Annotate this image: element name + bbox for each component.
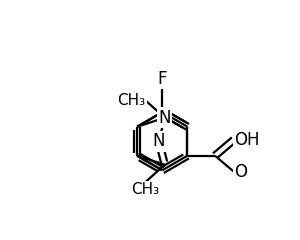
Text: O: O	[234, 163, 247, 181]
Text: N: N	[152, 132, 165, 150]
Text: OH: OH	[234, 131, 260, 149]
Text: F: F	[158, 70, 167, 88]
Text: CH₃: CH₃	[131, 182, 159, 197]
Text: CH₃: CH₃	[117, 93, 145, 108]
Text: N: N	[158, 109, 171, 127]
